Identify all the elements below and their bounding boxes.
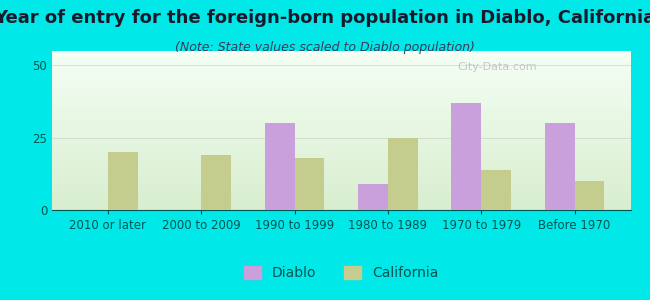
Bar: [358, 184, 388, 210]
Text: Year of entry for the foreign-born population in Diablo, California: Year of entry for the foreign-born popul…: [0, 9, 650, 27]
Bar: [388, 138, 418, 210]
Bar: [202, 155, 231, 210]
Bar: [108, 152, 138, 210]
Legend: Diablo, California: Diablo, California: [239, 261, 444, 286]
Bar: [294, 158, 324, 210]
Text: (Note: State values scaled to Diablo population): (Note: State values scaled to Diablo pop…: [175, 40, 475, 53]
Bar: [265, 123, 294, 210]
Bar: [545, 123, 575, 210]
Bar: [451, 103, 481, 210]
Bar: [481, 169, 511, 210]
Bar: [575, 181, 604, 210]
Text: City-Data.com: City-Data.com: [457, 62, 537, 72]
